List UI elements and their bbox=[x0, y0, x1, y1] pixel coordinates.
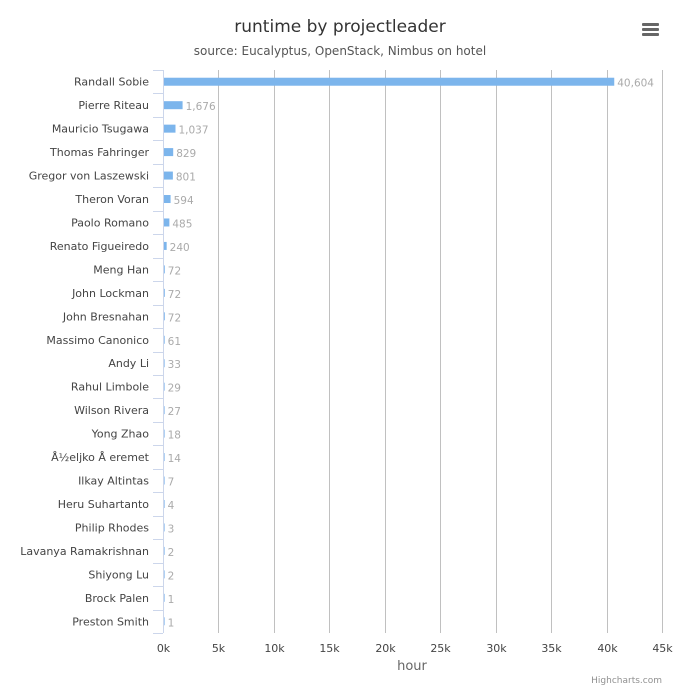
category-label: Mauricio Tsugawa bbox=[52, 123, 149, 136]
data-label: 40,604 bbox=[617, 78, 654, 90]
bar[interactable] bbox=[164, 241, 167, 250]
data-labels: 40,6041,6761,037829801594485240727272613… bbox=[168, 78, 655, 630]
category-label: Meng Han bbox=[93, 263, 149, 276]
bar[interactable] bbox=[164, 406, 165, 415]
bar[interactable] bbox=[164, 546, 165, 555]
category-label: Rahul Limbole bbox=[71, 381, 149, 394]
bar[interactable] bbox=[164, 288, 165, 297]
category-label: Å½eljko Å eremet bbox=[51, 451, 150, 464]
value-tick-label: 15k bbox=[319, 642, 340, 655]
value-tick-label: 45k bbox=[652, 642, 673, 655]
bar[interactable] bbox=[164, 476, 165, 485]
value-tick-label: 5k bbox=[212, 642, 226, 655]
bar[interactable] bbox=[164, 195, 171, 204]
bar[interactable] bbox=[164, 593, 165, 602]
value-tick-label: 30k bbox=[486, 642, 507, 655]
bar[interactable] bbox=[164, 265, 165, 274]
bar[interactable] bbox=[164, 77, 615, 86]
category-label: Pierre Riteau bbox=[78, 99, 149, 112]
chart-title: runtime by projectleader bbox=[234, 17, 445, 37]
category-label: Paolo Romano bbox=[71, 216, 149, 229]
data-label: 829 bbox=[176, 148, 196, 160]
bar-series bbox=[164, 77, 615, 626]
category-label: Andy Li bbox=[108, 357, 149, 370]
value-tick-label: 35k bbox=[541, 642, 562, 655]
data-label: 594 bbox=[174, 195, 194, 207]
category-label: Wilson Rivera bbox=[74, 404, 149, 417]
data-label: 72 bbox=[168, 312, 181, 324]
bar[interactable] bbox=[164, 312, 165, 321]
bar[interactable] bbox=[164, 148, 174, 157]
category-label: Shiyong Lu bbox=[88, 568, 149, 581]
category-label: Massimo Canonico bbox=[46, 334, 149, 347]
category-label: Philip Rhodes bbox=[75, 521, 149, 534]
category-axis: Randall Sobie Pierre Riteau Mauricio Tsuga… bbox=[20, 70, 164, 634]
category-label: John Lockman bbox=[71, 287, 149, 300]
value-tick-label: 20k bbox=[375, 642, 396, 655]
bar[interactable] bbox=[164, 429, 165, 438]
category-label: Gregor von Laszewski bbox=[29, 170, 149, 183]
category-label: Thomas Fahringer bbox=[49, 146, 149, 159]
gridlines bbox=[218, 70, 663, 633]
category-label: Randall Sobie bbox=[74, 76, 149, 89]
bar[interactable] bbox=[164, 124, 176, 133]
bar[interactable] bbox=[164, 570, 165, 579]
data-label: 1 bbox=[168, 594, 175, 606]
bar[interactable] bbox=[164, 171, 173, 180]
data-label: 14 bbox=[168, 453, 182, 465]
data-label: 2 bbox=[168, 570, 175, 582]
credits-link[interactable]: Highcharts.com bbox=[591, 676, 662, 686]
data-label: 72 bbox=[168, 289, 181, 301]
data-label: 1,037 bbox=[178, 125, 208, 137]
bar[interactable] bbox=[164, 523, 165, 532]
category-label: Yong Zhao bbox=[91, 428, 150, 441]
chart-subtitle: source: Eucalyptus, OpenStack, Nimbus on… bbox=[194, 44, 486, 58]
bar[interactable] bbox=[164, 335, 165, 344]
data-label: 27 bbox=[168, 406, 181, 418]
bar[interactable] bbox=[164, 218, 170, 227]
data-label: 485 bbox=[172, 218, 192, 230]
data-label: 18 bbox=[168, 430, 181, 442]
value-tick-label: 0k bbox=[157, 642, 171, 655]
data-label: 1,676 bbox=[186, 101, 216, 113]
bar[interactable] bbox=[164, 617, 165, 626]
bar[interactable] bbox=[164, 453, 165, 462]
bar[interactable] bbox=[164, 101, 183, 110]
data-label: 2 bbox=[168, 547, 175, 559]
category-label: John Bresnahan bbox=[62, 310, 149, 323]
data-label: 801 bbox=[176, 172, 196, 184]
category-label: Brock Palen bbox=[85, 592, 149, 605]
value-tick-label: 40k bbox=[597, 642, 618, 655]
data-label: 4 bbox=[168, 500, 175, 512]
category-label: Theron Voran bbox=[74, 193, 149, 206]
data-label: 240 bbox=[170, 242, 190, 254]
category-label: Heru Suhartanto bbox=[58, 498, 150, 511]
bar[interactable] bbox=[164, 499, 165, 508]
category-label: Ilkay Altintas bbox=[78, 475, 149, 488]
data-label: 3 bbox=[168, 523, 175, 535]
data-label: 29 bbox=[168, 383, 181, 395]
data-label: 61 bbox=[168, 336, 181, 348]
category-label: Renato Figueiredo bbox=[50, 240, 150, 253]
value-axis: 0k 5k 10k 15k 20k 25k 30k 35k 40k 45k bbox=[157, 642, 673, 655]
category-label: Preston Smith bbox=[72, 615, 149, 628]
data-label: 33 bbox=[168, 359, 181, 371]
data-label: 7 bbox=[168, 477, 175, 489]
data-label: 72 bbox=[168, 265, 181, 277]
value-tick-label: 25k bbox=[430, 642, 451, 655]
value-tick-label: 10k bbox=[264, 642, 285, 655]
value-axis-title: hour bbox=[397, 659, 427, 674]
data-label: 1 bbox=[168, 617, 175, 629]
category-label: Lavanya Ramakrishnan bbox=[20, 545, 149, 558]
bar[interactable] bbox=[164, 359, 165, 368]
bar[interactable] bbox=[164, 382, 165, 391]
hamburger-menu-icon[interactable] bbox=[638, 18, 664, 42]
